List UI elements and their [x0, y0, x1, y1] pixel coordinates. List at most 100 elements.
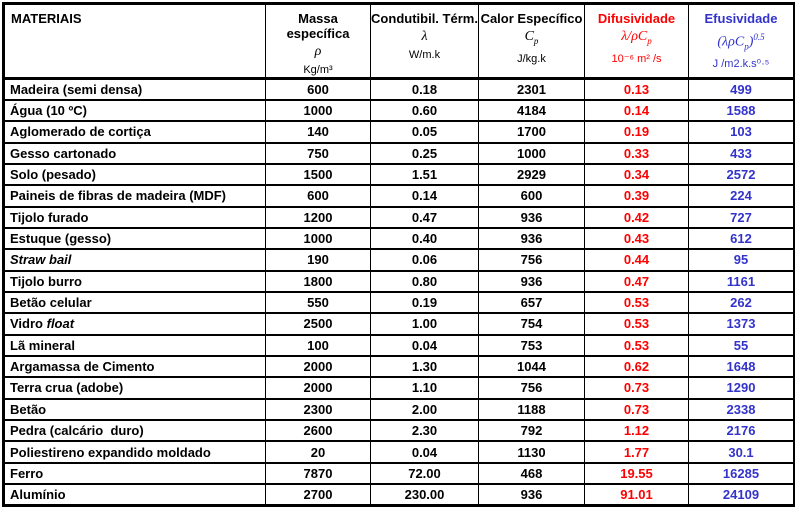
density-value-cell: 2700	[265, 483, 371, 507]
specific-heat-value-cell: 600	[478, 184, 585, 208]
conductivity-value-cell: 0.05	[370, 120, 479, 144]
specific-heat-value-cell: 2929	[478, 162, 585, 187]
density-value-cell: 2300	[265, 397, 371, 422]
conductivity-value-cell: 0.40	[370, 226, 479, 251]
table-row: Poliestireno expandido moldado 20 0.04 1…	[3, 440, 795, 464]
conductivity-value-cell: 0.14	[370, 184, 479, 208]
density-value-cell: 2500	[265, 312, 371, 336]
specific-heat-symbol: Cp	[524, 29, 539, 46]
conductivity-value-cell: 0.04	[370, 440, 479, 464]
conductivity-value-cell: 2.30	[370, 418, 479, 443]
effusivity-value-cell: 95	[688, 248, 795, 272]
specific-heat-value-cell: 756	[478, 376, 585, 400]
conductivity-value-cell: 1.00	[370, 312, 479, 336]
conductivity-header-label: Condutibil. Térm.	[371, 11, 478, 26]
diffusivity-value-cell: 0.62	[584, 354, 689, 379]
effusivity-unit: J /m2.k.s⁰·⁵	[712, 58, 770, 71]
material-name-cell: Gesso cartonado	[3, 141, 266, 165]
effusivity-value-cell: 16285	[688, 461, 795, 486]
diffusivity-value-cell: 0.33	[584, 141, 689, 165]
effusivity-value-cell: 1588	[688, 98, 795, 123]
conductivity-symbol: λ	[421, 29, 428, 44]
table-row: Gesso cartonado 750 0.25 1000 0.33 433	[3, 141, 795, 165]
column-header-diffusivity: Difusividade λ/ρCp 10⁻⁶ m² /s	[584, 2, 689, 80]
diffusivity-value-cell: 0.47	[584, 269, 689, 293]
diffusivity-value-cell: 0.34	[584, 162, 689, 187]
density-value-cell: 100	[265, 333, 371, 357]
effusivity-value-cell: 1290	[688, 376, 795, 400]
table-row: Betão 2300 2.00 1188 0.73 2338	[3, 397, 795, 422]
diffusivity-value-cell: 0.14	[584, 98, 689, 123]
table-row: Água (10 ºC) 1000 0.60 4184 0.14 1588	[3, 98, 795, 123]
diffusivity-value-cell: 0.53	[584, 290, 689, 315]
density-value-cell: 1200	[265, 205, 371, 229]
table-row: Madeira (semi densa) 600 0.18 2301 0.13 …	[3, 77, 795, 101]
column-header-density: Massa específica ρ Kg/m³	[265, 2, 371, 80]
column-header-effusivity: Efusividade (λρCp)0.5 J /m2.k.s⁰·⁵	[688, 2, 795, 80]
column-header-conductivity: Condutibil. Térm. λ W/m.k	[370, 2, 479, 80]
conductivity-value-cell: 0.06	[370, 248, 479, 272]
conductivity-value-cell: 1.51	[370, 162, 479, 187]
effusivity-value-cell: 1161	[688, 269, 795, 293]
effusivity-value-cell: 30.1	[688, 440, 795, 464]
table-row: Solo (pesado) 1500 1.51 2929 0.34 2572	[3, 162, 795, 187]
diffusivity-unit: 10⁻⁶ m² /s	[611, 52, 662, 65]
density-symbol: ρ	[314, 44, 322, 59]
density-value-cell: 20	[265, 440, 371, 464]
specific-heat-value-cell: 1044	[478, 354, 585, 379]
conductivity-value-cell: 0.60	[370, 98, 479, 123]
table-row: Tijolo burro 1800 0.80 936 0.47 1161	[3, 269, 795, 293]
diffusivity-value-cell: 0.73	[584, 397, 689, 422]
table-row: Pedra (calcário duro) 2600 2.30 792 1.12…	[3, 418, 795, 443]
diffusivity-value-cell: 0.42	[584, 205, 689, 229]
density-value-cell: 1000	[265, 226, 371, 251]
material-name-cell: Lã mineral	[3, 333, 266, 357]
table-row: Vidro float 2500 1.00 754 0.53 1373	[3, 312, 795, 336]
material-name-cell: Vidro float	[3, 312, 266, 336]
diffusivity-value-cell: 0.73	[584, 376, 689, 400]
diffusivity-value-cell: 0.13	[584, 77, 689, 101]
diffusivity-value-cell: 0.19	[584, 120, 689, 144]
table-row: Alumínio 2700 230.00 936 91.01 24109	[3, 483, 795, 507]
material-name-cell: Estuque (gesso)	[3, 226, 266, 251]
density-header-label: Massa específica	[286, 11, 350, 41]
specific-heat-value-cell: 657	[478, 290, 585, 315]
effusivity-value-cell: 2338	[688, 397, 795, 422]
material-name-cell: Betão	[3, 397, 266, 422]
effusivity-value-cell: 103	[688, 120, 795, 144]
specific-heat-value-cell: 1000	[478, 141, 585, 165]
conductivity-value-cell: 1.30	[370, 354, 479, 379]
specific-heat-value-cell: 936	[478, 483, 585, 507]
effusivity-value-cell: 612	[688, 226, 795, 251]
effusivity-value-cell: 1648	[688, 354, 795, 379]
material-name-cell: Paineis de fibras de madeira (MDF)	[3, 184, 266, 208]
table-body: Madeira (semi densa) 600 0.18 2301 0.13 …	[3, 77, 795, 507]
diffusivity-value-cell: 91.01	[584, 483, 689, 507]
specific-heat-unit: J/kg.k	[517, 52, 546, 65]
conductivity-value-cell: 72.00	[370, 461, 479, 486]
diffusivity-value-cell: 0.44	[584, 248, 689, 272]
density-value-cell: 600	[265, 77, 371, 101]
density-value-cell: 550	[265, 290, 371, 315]
specific-heat-value-cell: 936	[478, 269, 585, 293]
conductivity-value-cell: 1.10	[370, 376, 479, 400]
effusivity-value-cell: 262	[688, 290, 795, 315]
specific-heat-value-cell: 792	[478, 418, 585, 443]
conductivity-value-cell: 0.80	[370, 269, 479, 293]
density-value-cell: 7870	[265, 461, 371, 486]
effusivity-value-cell: 224	[688, 184, 795, 208]
table-row: Argamassa de Cimento 2000 1.30 1044 0.62…	[3, 354, 795, 379]
diffusivity-value-cell: 19.55	[584, 461, 689, 486]
column-header-specific-heat: Calor Específico Cp J/kg.k	[478, 2, 585, 80]
material-name-cell: Ferro	[3, 461, 266, 486]
effusivity-value-cell: 2572	[688, 162, 795, 187]
diffusivity-value-cell: 0.43	[584, 226, 689, 251]
material-name-cell: Tijolo furado	[3, 205, 266, 229]
density-value-cell: 190	[265, 248, 371, 272]
material-name-cell: Poliestireno expandido moldado	[3, 440, 266, 464]
conductivity-value-cell: 2.00	[370, 397, 479, 422]
effusivity-symbol: (λρCp)0.5	[717, 32, 765, 52]
material-name-cell: Betão celular	[3, 290, 266, 315]
specific-heat-value-cell: 936	[478, 226, 585, 251]
